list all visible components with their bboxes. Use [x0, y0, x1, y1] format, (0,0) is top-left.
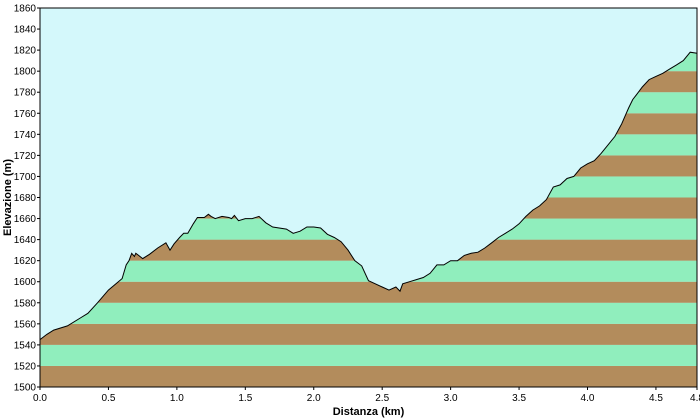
- x-tick-label: 3.5: [512, 393, 526, 404]
- y-tick-label: 1540: [14, 340, 37, 351]
- y-tick-label: 1780: [14, 88, 37, 99]
- elevation-band: [40, 323, 697, 345]
- y-tick-label: 1720: [14, 151, 37, 162]
- y-tick-label: 1640: [14, 235, 37, 246]
- x-tick-label: 1.5: [238, 393, 252, 404]
- y-tick-label: 1840: [14, 25, 37, 36]
- x-tick-label: 0.5: [101, 393, 115, 404]
- y-axis: 1500 1520 1540 1560 1580 1600 1620 1640 1660 1680…: [14, 4, 40, 394]
- x-tick-label: 4.8: [690, 393, 700, 404]
- y-tick-label: 1760: [14, 109, 37, 120]
- y-tick-label: 1680: [14, 193, 37, 204]
- elevation-band: [40, 344, 697, 366]
- x-axis-title: Distanza (km): [333, 406, 405, 418]
- y-tick-label: 1740: [14, 130, 37, 141]
- y-tick-label: 1580: [14, 298, 37, 309]
- x-axis: 0.0 0.5 1.0 1.5 2.0 2.5 3.0 3.5 4.0 4.5 4.8: [33, 387, 700, 404]
- elevation-band: [40, 302, 697, 324]
- y-tick-label: 1620: [14, 256, 37, 267]
- x-tick-label: 4.0: [581, 393, 595, 404]
- y-tick-label: 1700: [14, 172, 37, 183]
- x-tick-label: 2.0: [307, 393, 321, 404]
- x-tick-label: 1.0: [170, 393, 184, 404]
- y-tick-label: 1820: [14, 46, 37, 57]
- y-tick-label: 1520: [14, 361, 37, 372]
- y-tick-label: 1560: [14, 319, 37, 330]
- y-tick-label: 1660: [14, 214, 37, 225]
- y-tick-label: 1800: [14, 67, 37, 78]
- y-tick-label: 1500: [14, 383, 37, 394]
- x-tick-label: 4.5: [649, 393, 663, 404]
- x-tick-label: 0.0: [33, 393, 47, 404]
- x-tick-label: 3.0: [444, 393, 458, 404]
- y-tick-label: 1860: [14, 4, 37, 15]
- elevation-profile-line: [39, 51, 698, 340]
- x-tick-label: 2.5: [375, 393, 389, 404]
- elevation-band: [40, 281, 697, 303]
- y-axis-title: Elevazione (m): [2, 159, 14, 236]
- y-tick-label: 1600: [14, 277, 37, 288]
- elevation-band: [40, 365, 697, 387]
